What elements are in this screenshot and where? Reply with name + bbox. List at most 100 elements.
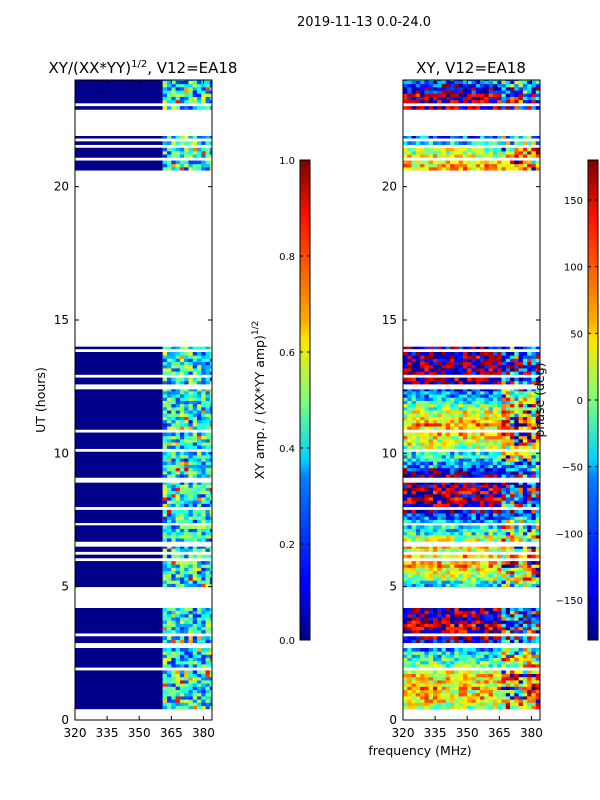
phase-cell [420,660,425,665]
phase-cell [411,484,417,488]
phase-cell [535,676,540,681]
phase-cell [497,451,502,456]
phase-cell [403,93,408,97]
phase-cell [445,660,451,665]
phase-cell [432,554,438,559]
phase-cell [454,90,460,94]
amplitude-cell [184,654,189,658]
amplitude-cell [175,403,181,408]
phase-cell [424,166,430,171]
amplitude-cell [197,422,202,427]
amplitude-cell [192,458,198,462]
phase-cell [480,613,485,618]
phase-cell [505,573,511,578]
amplitude-cell [197,554,202,559]
amplitude-cell [162,141,168,145]
amplitude-cell [175,166,181,171]
phase-cell [462,570,468,575]
phase-cell [492,613,498,618]
phase-cell [428,580,434,584]
amplitude-cell [188,474,194,478]
amplitude-cell [162,546,168,549]
phase-cell [420,438,425,443]
phase-cell [420,497,425,501]
phase-cell [501,610,507,615]
amplitude-cell [75,648,163,652]
phase-cell [497,538,502,542]
phase-cell [403,358,408,362]
phase-cell [475,454,481,459]
amplitude-cell [175,680,181,684]
phase-cell [411,564,417,568]
amplitude-cell [205,516,211,520]
phase-cell [424,474,430,478]
amplitude-cell [171,166,177,171]
amplitude-cell [201,394,206,398]
amplitude-cell [167,484,172,488]
phase-cell [403,86,408,91]
phase-cell [501,702,507,706]
phase-cell [471,474,477,478]
amplitude-cell [167,699,172,703]
phase-cell [531,699,537,703]
phase-cell [471,516,477,520]
phase-cell [467,90,472,94]
phase-cell [411,474,417,478]
phase-cell [471,692,477,697]
phase-cell [458,525,464,529]
amplitude-cell [192,548,198,552]
amplitude-cell [162,623,168,628]
phase-cell [488,458,494,462]
phase-cell [407,454,412,459]
phase-cell [488,445,494,449]
amplitude-cell [167,570,172,575]
amplitude-cell [201,531,206,536]
amplitude-cell [162,410,168,414]
phase-cell [501,454,507,459]
phase-cell [480,435,485,440]
phase-cell [462,154,468,158]
phase-cell [454,613,460,618]
phase-cell [501,546,507,549]
phase-cell [428,525,434,529]
phase-cell [484,445,490,449]
amplitude-cell [201,583,206,588]
phase-cell [445,83,451,88]
phase-cell [420,664,425,668]
colorbar-tick-label: 0.6 [279,348,295,359]
amplitude-cell [162,573,168,578]
phase-cell [445,487,451,492]
phase-cell [497,561,502,565]
amplitude-cell [167,686,172,690]
phase-cell [480,629,485,634]
phase-cell [471,500,477,504]
phase-cell [458,623,464,628]
amplitude-cell [162,397,168,401]
phase-cell [531,106,537,110]
phase-cell [497,432,502,437]
phase-cell [420,636,425,640]
amplitude-cell [75,86,163,91]
phase-cell [522,493,528,498]
phase-cell [497,99,502,104]
x-tick-label: 320 [392,726,415,740]
phase-cell [480,500,485,504]
phase-cell [522,380,528,385]
phase-cell [424,567,430,572]
phase-cell [505,470,511,475]
phase-cell [454,380,460,385]
phase-cell [501,509,507,514]
phase-cell [415,147,421,152]
amplitude-cell [188,464,194,469]
phase-cell [445,445,451,449]
phase-cell [518,445,524,449]
amplitude-cell [201,361,206,366]
phase-cell [403,513,408,517]
amplitude-cell [184,438,189,443]
phase-cell [441,484,447,488]
phase-cell [492,154,498,158]
amplitude-cell [175,147,181,152]
phase-cell [411,154,417,158]
phase-cell [467,160,472,165]
phase-cell [518,474,524,478]
